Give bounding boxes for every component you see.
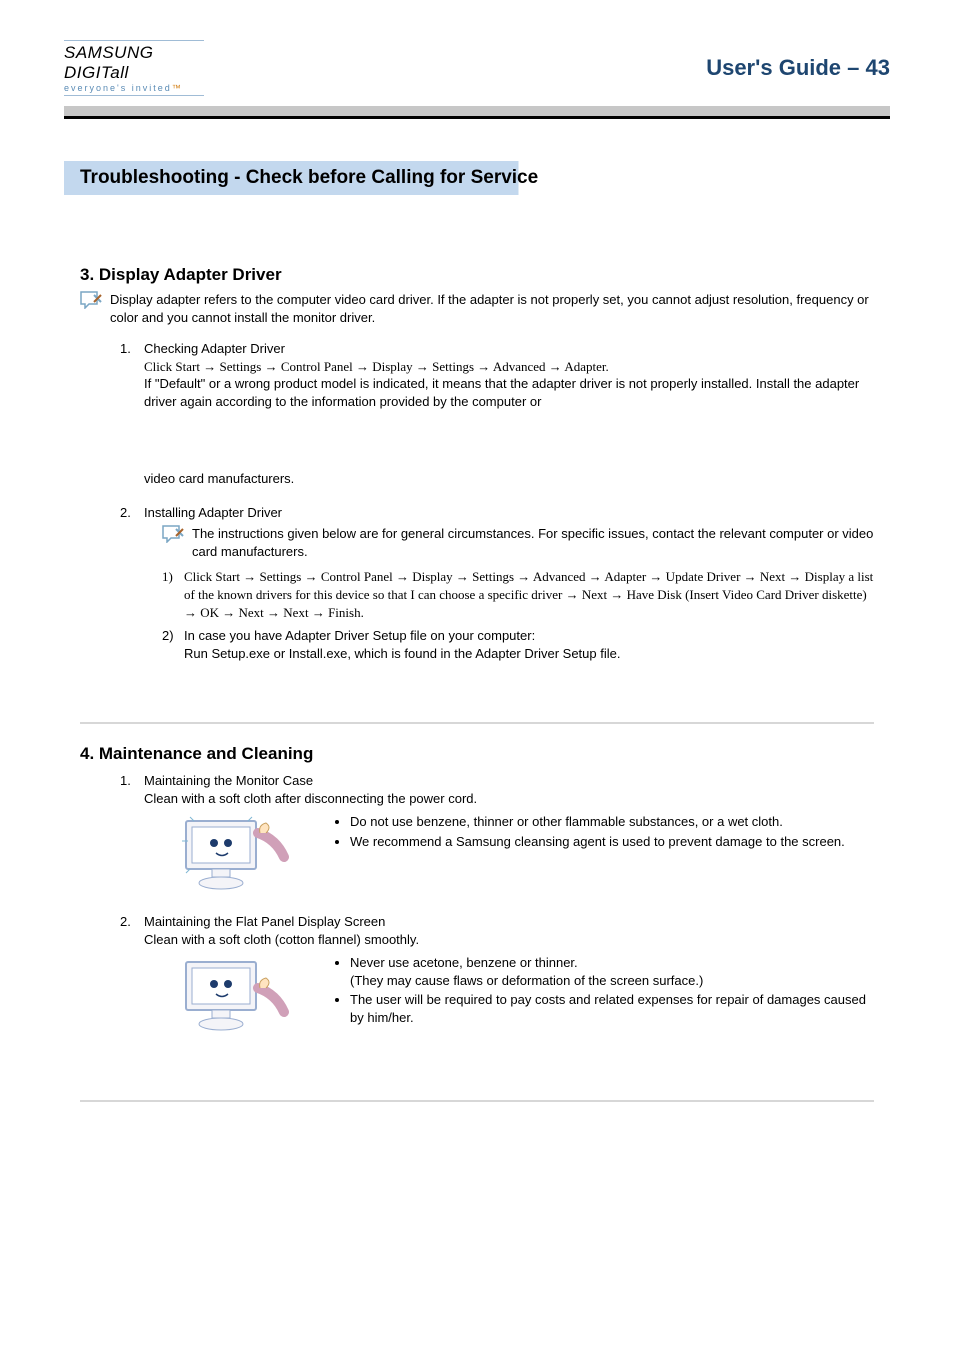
list-item: Checking Adapter Driver Click Start → Se… xyxy=(120,340,874,488)
maint2-bullets: Never use acetone, benzene or thinner. (… xyxy=(332,954,874,1028)
item2-title: Installing Adapter Driver xyxy=(144,504,874,522)
screen-cleaning-illustration xyxy=(168,954,298,1040)
logo-main: SAMSUNG DIGITall xyxy=(64,43,204,83)
note-icon xyxy=(162,525,192,560)
note-icon xyxy=(80,291,110,326)
list-item: In case you have Adapter Driver Setup fi… xyxy=(162,627,874,662)
maint2-sub: Clean with a soft cloth (cotton flannel)… xyxy=(144,931,874,949)
section-title: Troubleshooting - Check before Calling f… xyxy=(64,167,538,189)
maint1-title: Maintaining the Monitor Case xyxy=(144,772,874,790)
maint1-sub: Clean with a soft cloth after disconnect… xyxy=(144,790,874,808)
list-item: Maintaining the Flat Panel Display Scree… xyxy=(120,913,874,1040)
list-item: Click Start → Settings → Control Panel →… xyxy=(162,568,874,621)
item1-tail: video card manufacturers. xyxy=(144,470,874,488)
maint1-bullets: Do not use benzene, thinner or other fla… xyxy=(332,813,845,852)
section-heading-bar: Troubleshooting - Check before Calling f… xyxy=(64,161,890,195)
section-divider xyxy=(80,722,874,724)
item1-title: Checking Adapter Driver xyxy=(144,340,874,358)
section-divider xyxy=(80,1100,874,1102)
list-item: Maintaining the Monitor Case Clean with … xyxy=(120,772,874,899)
page-title: User's Guide – 43 xyxy=(706,55,890,81)
item1-body: If "Default" or a wrong product model is… xyxy=(144,375,874,410)
item1-path: Click Start → Settings → Control Panel →… xyxy=(144,358,874,376)
maint2-title: Maintaining the Flat Panel Display Scree… xyxy=(144,913,874,931)
brand-logo: SAMSUNG DIGITall everyone's invited™ xyxy=(64,40,204,96)
item2-note: The instructions given below are for gen… xyxy=(192,525,874,560)
sec3-intro: Display adapter refers to the computer v… xyxy=(110,291,874,326)
header-divider-gray xyxy=(64,106,890,116)
heading-display-adapter: 3. Display Adapter Driver xyxy=(80,265,874,285)
monitor-cleaning-illustration xyxy=(168,813,298,899)
heading-maintenance: 4. Maintenance and Cleaning xyxy=(80,744,874,764)
logo-sub: everyone's invited xyxy=(64,83,172,93)
list-item: Installing Adapter Driver The instructio… xyxy=(120,504,874,662)
